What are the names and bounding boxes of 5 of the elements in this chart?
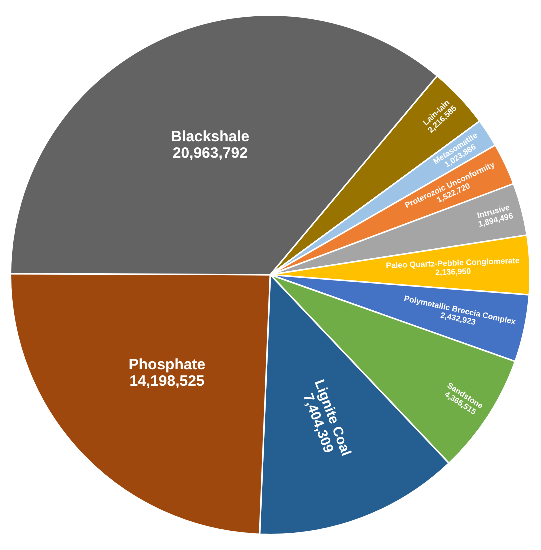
- data-label: 14,198,525: [130, 373, 205, 390]
- data-label: 2,136,950: [435, 266, 472, 278]
- slice-label: Blackshale: [171, 128, 250, 146]
- slice-label: Phosphate: [128, 356, 206, 374]
- data-label: 20,963,792: [172, 144, 248, 162]
